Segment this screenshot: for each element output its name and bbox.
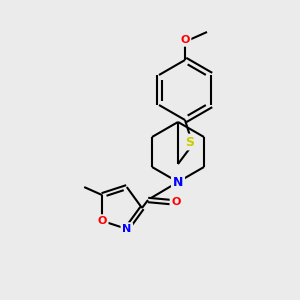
Text: O: O (180, 35, 190, 45)
Text: N: N (122, 224, 131, 234)
Text: O: O (98, 216, 107, 226)
Text: S: S (185, 136, 194, 148)
Text: N: N (173, 176, 183, 188)
Text: O: O (171, 197, 181, 207)
